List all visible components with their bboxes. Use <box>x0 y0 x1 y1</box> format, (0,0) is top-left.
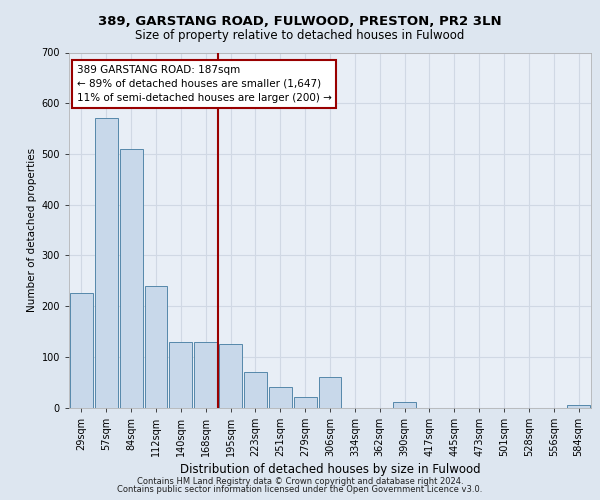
Bar <box>244 372 267 408</box>
Bar <box>319 377 341 408</box>
Bar <box>393 402 416 407</box>
Text: 389, GARSTANG ROAD, FULWOOD, PRESTON, PR2 3LN: 389, GARSTANG ROAD, FULWOOD, PRESTON, PR… <box>98 15 502 28</box>
Bar <box>70 294 93 408</box>
Y-axis label: Number of detached properties: Number of detached properties <box>28 148 37 312</box>
Bar <box>169 342 192 407</box>
Bar <box>219 344 242 408</box>
Bar <box>145 286 167 408</box>
Text: Size of property relative to detached houses in Fulwood: Size of property relative to detached ho… <box>136 28 464 42</box>
Text: Contains public sector information licensed under the Open Government Licence v3: Contains public sector information licen… <box>118 485 482 494</box>
Bar <box>294 398 317 407</box>
Bar <box>194 342 217 407</box>
Bar <box>567 405 590 407</box>
Bar <box>95 118 118 408</box>
Text: Contains HM Land Registry data © Crown copyright and database right 2024.: Contains HM Land Registry data © Crown c… <box>137 477 463 486</box>
X-axis label: Distribution of detached houses by size in Fulwood: Distribution of detached houses by size … <box>179 463 481 476</box>
Bar <box>269 387 292 407</box>
Text: 389 GARSTANG ROAD: 187sqm
← 89% of detached houses are smaller (1,647)
11% of se: 389 GARSTANG ROAD: 187sqm ← 89% of detac… <box>77 65 332 103</box>
Bar <box>120 149 143 407</box>
